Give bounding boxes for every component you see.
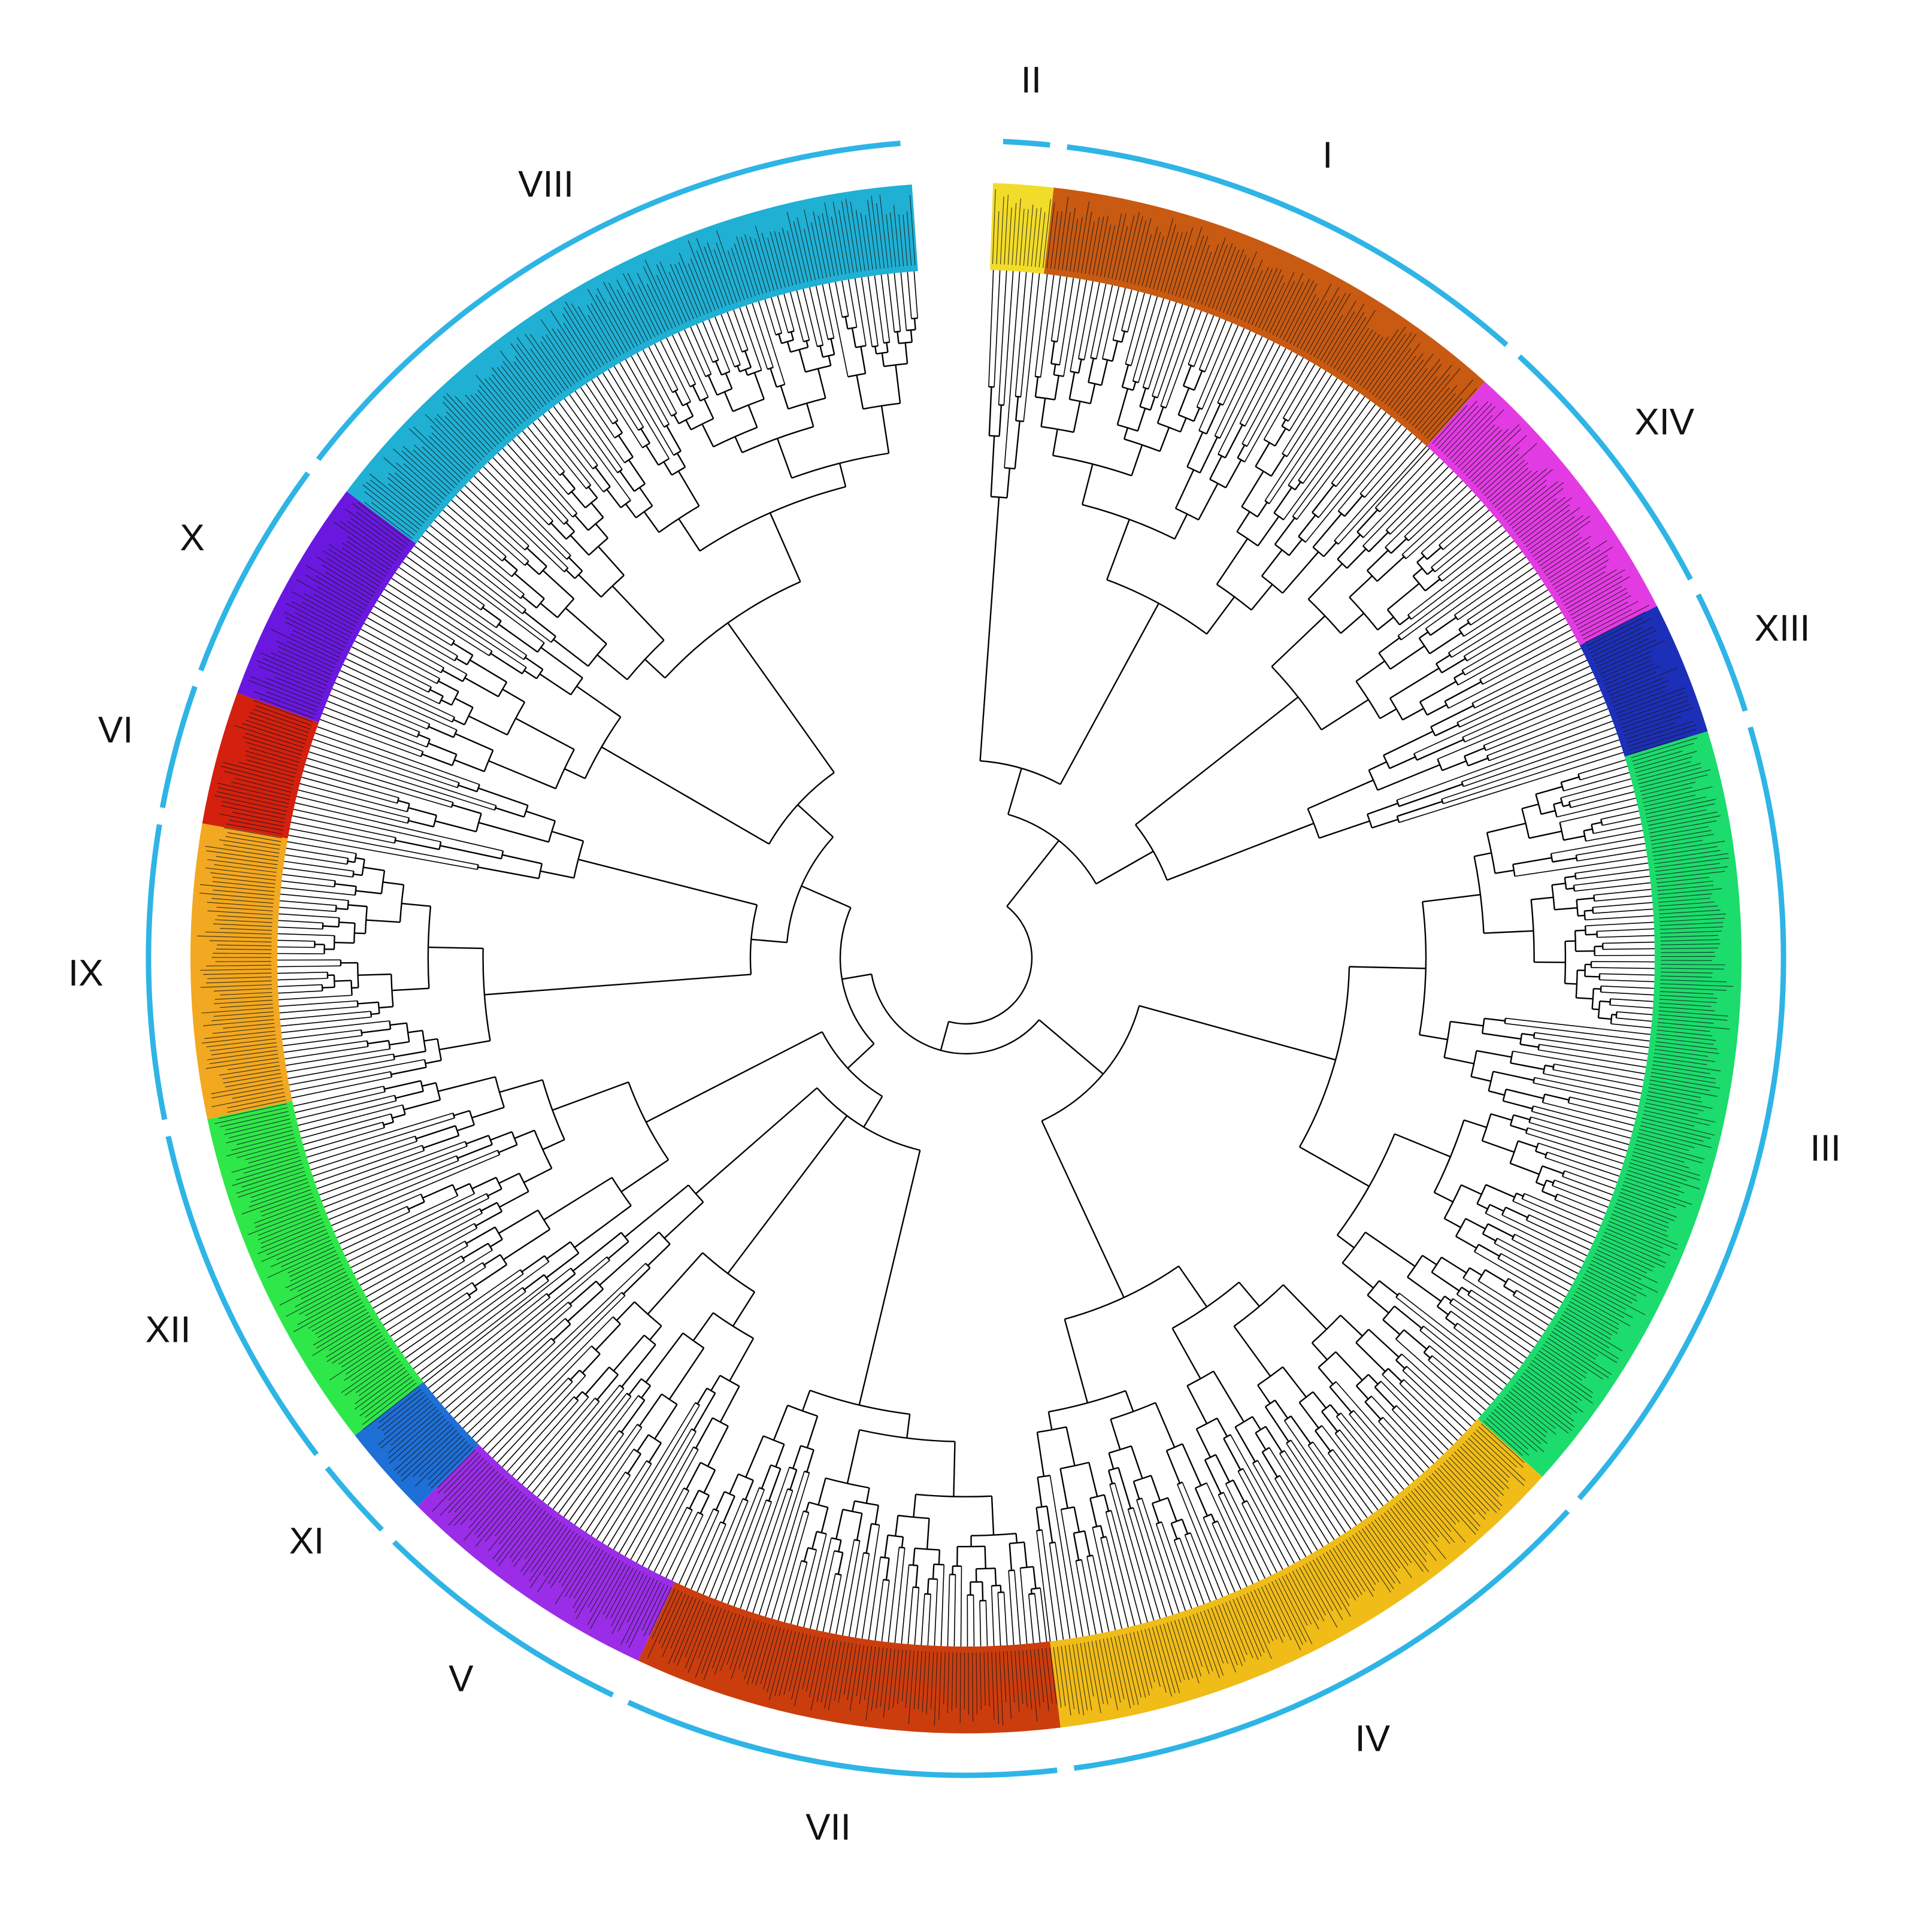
clade-label-ii: II bbox=[1021, 60, 1041, 101]
clade-color-bands bbox=[190, 183, 1742, 1733]
clade-band-ix bbox=[190, 823, 293, 1120]
clade-arc-i bbox=[1067, 144, 1509, 347]
clade-arc-vi bbox=[159, 686, 198, 808]
clade-arc-ix bbox=[146, 824, 168, 1120]
clade-arc-xiii bbox=[1695, 593, 1748, 712]
clade-band-xii bbox=[207, 1101, 423, 1436]
clade-label-vi: VI bbox=[98, 710, 134, 751]
clade-label-ix: IX bbox=[68, 953, 104, 994]
clade-label-iv: IV bbox=[1355, 1718, 1391, 1759]
clade-label-xiii: XIII bbox=[1754, 608, 1810, 649]
clade-label-xiv: XIV bbox=[1634, 402, 1695, 443]
clade-label-iii: III bbox=[1810, 1128, 1841, 1169]
clade-band-i bbox=[1044, 187, 1485, 447]
clade-arc-xii bbox=[165, 1135, 319, 1456]
clade-arc-iii bbox=[1577, 726, 1786, 1500]
clade-band-iv bbox=[1050, 1418, 1543, 1728]
clade-label-xi: XI bbox=[289, 1521, 325, 1562]
clade-arc-xiv bbox=[1517, 354, 1693, 581]
clade-label-i: I bbox=[1322, 135, 1333, 176]
clade-band-xi bbox=[355, 1382, 479, 1506]
clade-band-xiv bbox=[1427, 381, 1657, 645]
tree-branches bbox=[277, 269, 1655, 1647]
clade-arc-iv bbox=[1073, 1509, 1570, 1771]
clade-band-vii bbox=[638, 1582, 1061, 1733]
clade-arc-v bbox=[392, 1540, 614, 1698]
clade-label-viii: VIII bbox=[518, 164, 574, 205]
clade-band-ii bbox=[990, 183, 1054, 274]
leaf-label-band bbox=[196, 189, 1734, 1726]
clade-arc-ii bbox=[1003, 138, 1050, 148]
clade-outer-arcs bbox=[146, 138, 1786, 1778]
clade-band-x bbox=[237, 491, 416, 723]
clade-band-vi bbox=[202, 693, 319, 839]
clade-band-v bbox=[417, 1445, 675, 1661]
clade-arc-viii bbox=[316, 140, 901, 461]
clade-arc-xi bbox=[325, 1466, 384, 1532]
clade-label-x: X bbox=[180, 517, 204, 559]
clade-label-xii: XII bbox=[146, 1309, 191, 1351]
clade-label-vii: VII bbox=[805, 1806, 851, 1848]
clade-band-iii bbox=[1477, 731, 1742, 1477]
clade-arc-vii bbox=[627, 1700, 1058, 1778]
clade-label-v: V bbox=[449, 1659, 474, 1700]
clade-band-viii bbox=[346, 184, 918, 544]
clade-arc-x bbox=[198, 471, 310, 672]
